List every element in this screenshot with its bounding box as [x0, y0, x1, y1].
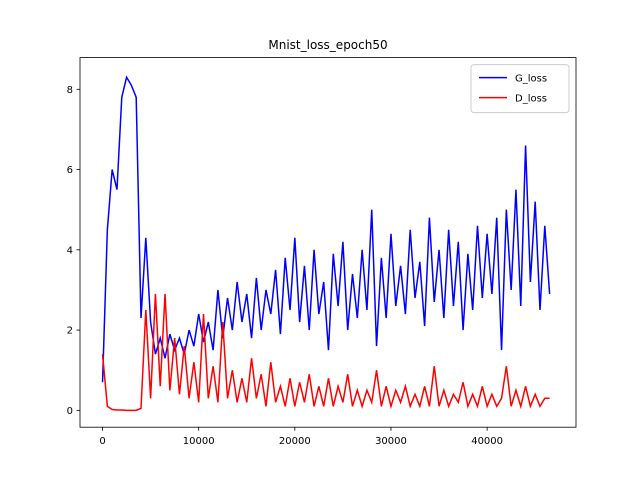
x-tick-label: 20000: [279, 436, 311, 447]
x-tick-label: 0: [99, 436, 105, 447]
line-series: [101, 75, 551, 383]
legend-label: G_loss: [515, 74, 547, 85]
y-tick-label: 2: [67, 326, 73, 337]
x-tick-label: 30000: [375, 436, 407, 447]
plot-frame: [79, 57, 577, 428]
y-tick-label: 4: [67, 245, 73, 256]
legend-box: [470, 64, 570, 114]
chart-title: Mnist_loss_epoch50: [268, 38, 387, 52]
x-tick-label: 40000: [471, 436, 503, 447]
y-tick-label: 8: [67, 85, 73, 96]
y-tick-label: 6: [67, 165, 73, 176]
y-tick-label: 0: [67, 406, 73, 417]
x-tick-label: 10000: [183, 436, 215, 447]
line-series: [101, 293, 550, 412]
legend-label: D_loss: [515, 94, 547, 105]
